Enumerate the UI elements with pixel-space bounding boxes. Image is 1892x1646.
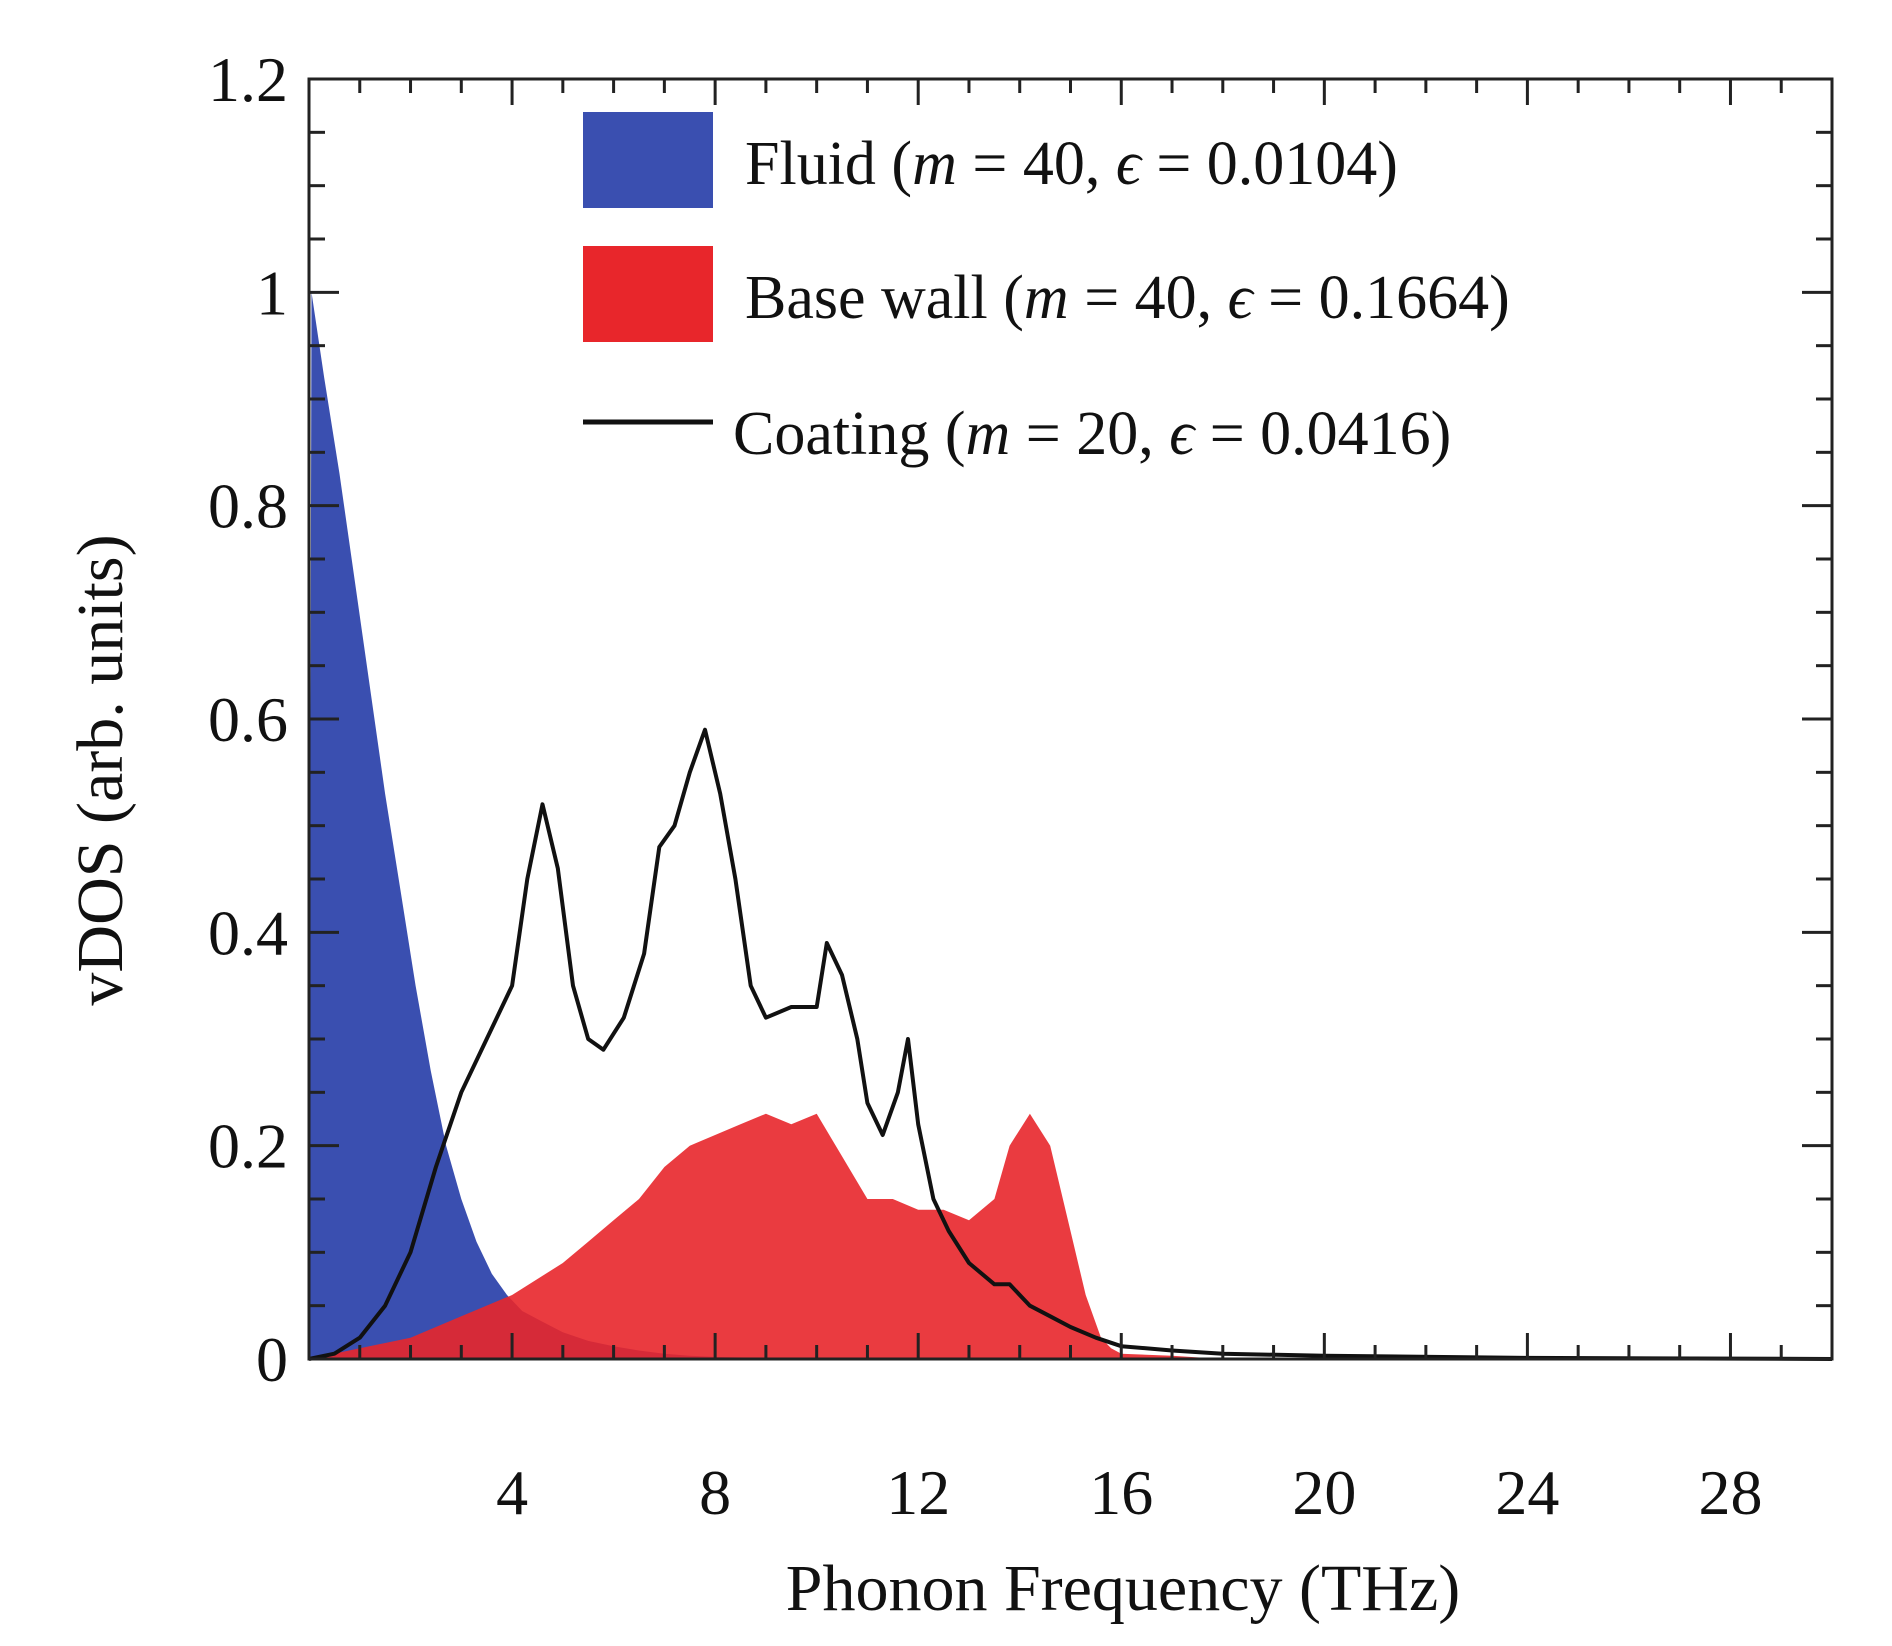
- y-tick-label: 1: [256, 257, 288, 328]
- label-layer: Phonon Frequency (THz) vDOS (arb. units): [64, 534, 1460, 1625]
- legend-label-base-wall: Base wall (m = 40, ϵ = 0.1664): [745, 264, 1510, 332]
- legend: Fluid (m = 40, ϵ = 0.0104) Base wall (m =…: [583, 112, 1510, 468]
- y-tick-label: 0.4: [208, 897, 288, 968]
- series-line-coating: [308, 727, 1833, 1361]
- y-axis-title: vDOS (arb. units): [64, 534, 137, 1005]
- x-tick-label: 20: [1292, 1457, 1356, 1528]
- x-tick-label: 28: [1698, 1457, 1762, 1528]
- x-axis-title: Phonon Frequency (THz): [786, 1552, 1461, 1625]
- series-area-fluid: [309, 292, 817, 1359]
- x-tick-label: 16: [1089, 1457, 1153, 1528]
- x-tick-label: 8: [699, 1457, 731, 1528]
- data-layer: [308, 292, 1833, 1361]
- legend-swatch-fluid: [583, 112, 713, 208]
- legend-label-coating: Coating (m = 20, ϵ = 0.0416): [733, 400, 1451, 468]
- x-tick-label: 24: [1495, 1457, 1559, 1528]
- x-tick-label: 4: [496, 1457, 528, 1528]
- frame-layer: 4 8 12 16 20 24 28 0 0.2 0.4 0.6 0.8 1 1.2: [208, 44, 1834, 1528]
- series-area-base-wall: [309, 1113, 1223, 1359]
- y-tick-label: 0: [256, 1324, 288, 1395]
- legend-label-fluid: Fluid (m = 40, ϵ = 0.0104): [745, 130, 1398, 198]
- y-tick-label: 0.6: [208, 684, 288, 755]
- y-tick-label: 1.2: [208, 44, 288, 115]
- y-tick-label: 0.2: [208, 1111, 288, 1182]
- x-tick-label: 12: [886, 1457, 950, 1528]
- legend-swatch-base-wall: [583, 246, 713, 342]
- y-tick-label: 0.8: [208, 471, 288, 542]
